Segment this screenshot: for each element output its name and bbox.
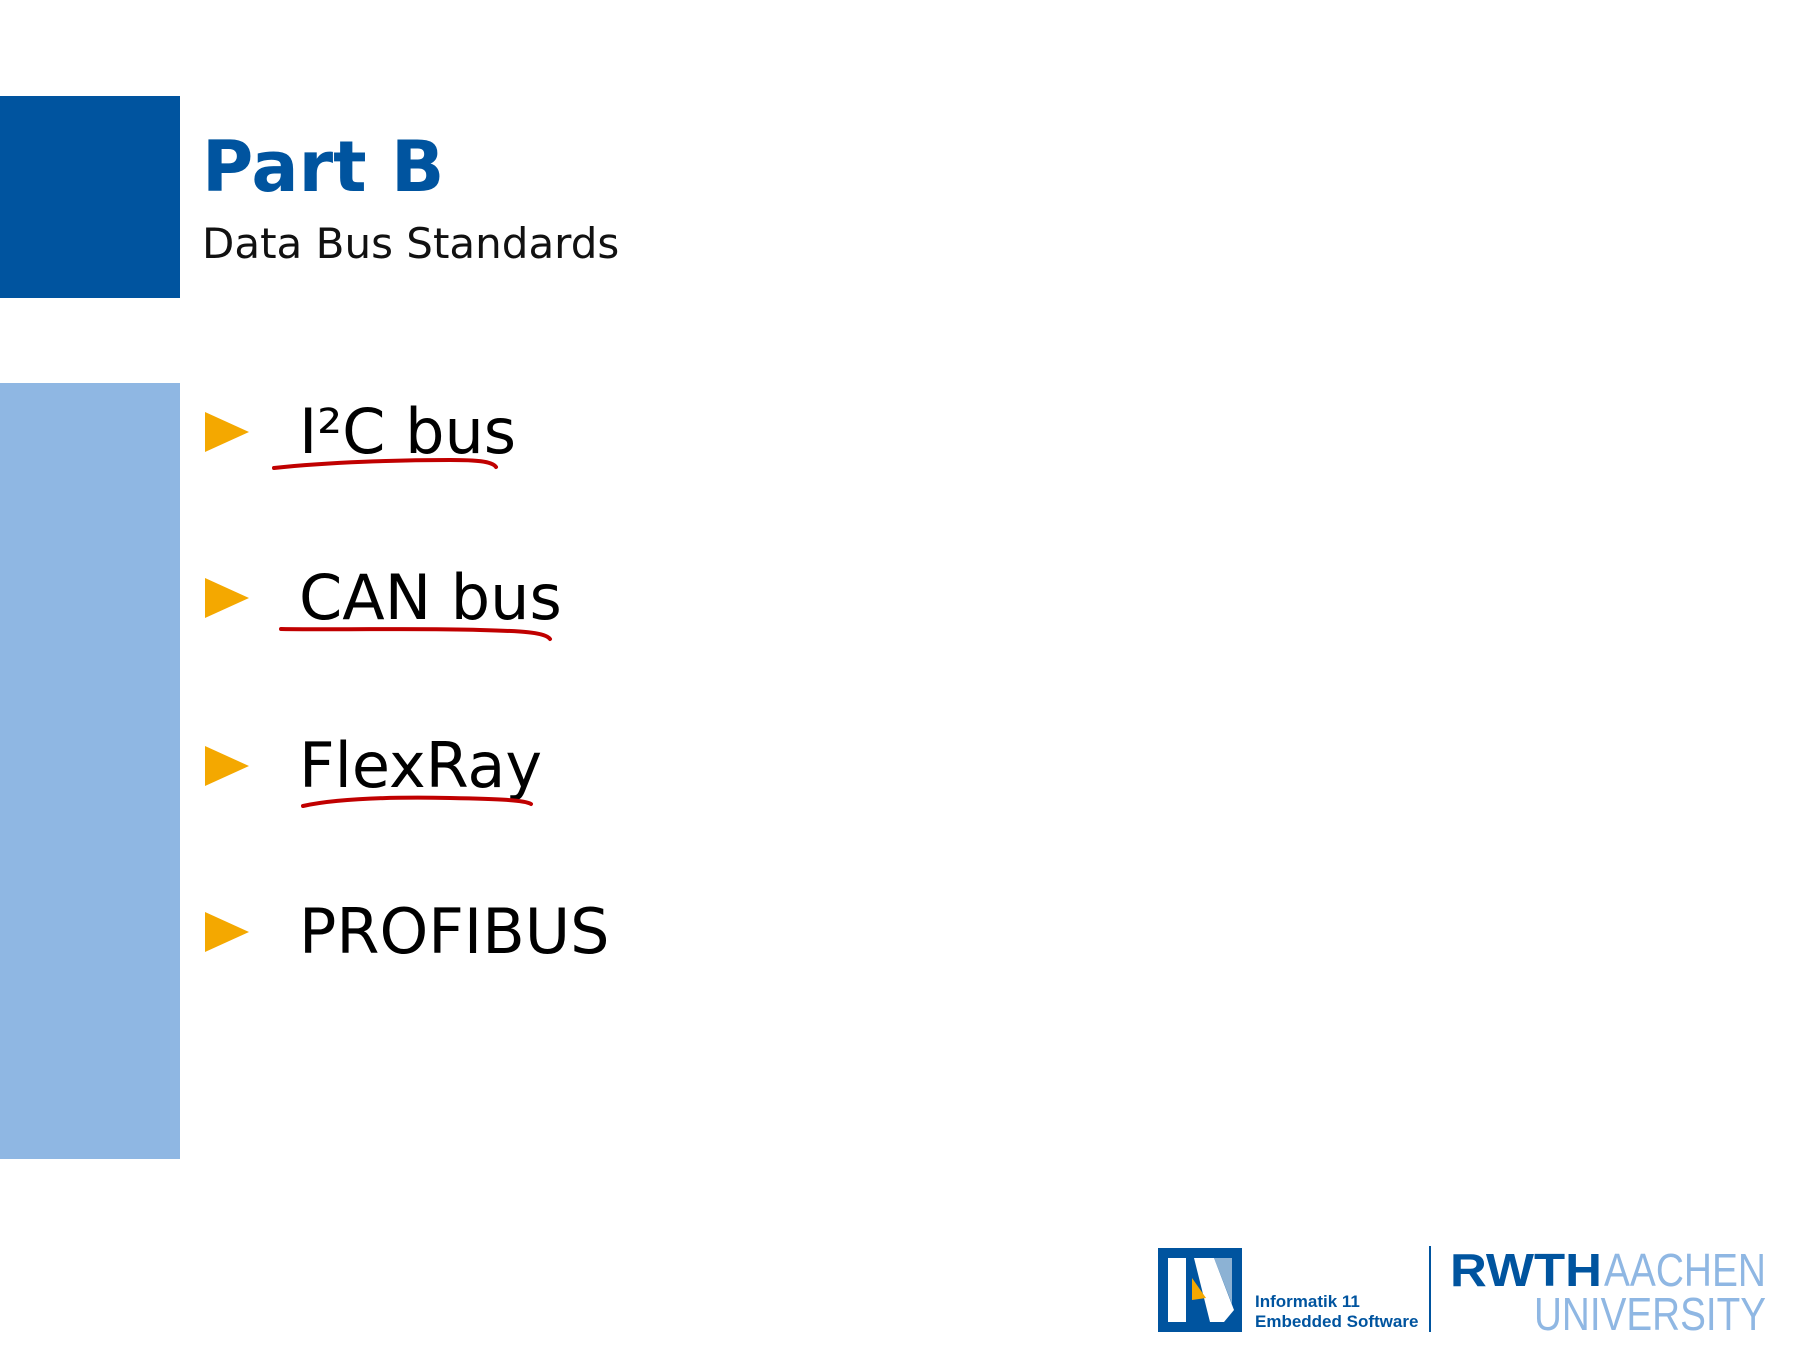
title-accent-block: [0, 96, 180, 298]
footer-logos: Informatik 11 Embedded Software RWTH AAC…: [1158, 1246, 1768, 1336]
institute-line-2: Embedded Software: [1255, 1312, 1419, 1331]
bullet-item: FlexRay: [205, 726, 542, 806]
bullet-item: PROFIBUS: [205, 892, 609, 972]
rwth-aachen-logo: RWTH AACHEN UNIVERSITY: [1450, 1248, 1766, 1332]
content-accent-block: [0, 383, 180, 1159]
bullet-label: FlexRay: [299, 729, 543, 802]
bullet-item: I²C bus: [205, 392, 516, 472]
slide-subtitle: Data Bus Standards: [202, 219, 620, 268]
institute-name: Informatik 11 Embedded Software: [1255, 1292, 1418, 1332]
logo-divider: [1429, 1246, 1431, 1332]
slide-title: Part B: [202, 126, 445, 208]
rwth-wordmark: RWTH: [1450, 1248, 1602, 1296]
aachen-wordmark: AACHEN: [1604, 1248, 1766, 1296]
triangle-right-icon: [205, 412, 249, 452]
triangle-right-icon: [205, 912, 249, 952]
university-wordmark: UNIVERSITY: [1534, 1288, 1766, 1332]
informatik-11-logo: [1158, 1248, 1242, 1332]
bullet-label: CAN bus: [299, 561, 562, 634]
institute-line-1: Informatik 11: [1255, 1292, 1360, 1311]
triangle-right-icon: [205, 746, 249, 786]
bullet-item: CAN bus: [205, 558, 562, 638]
bullet-label: I²C bus: [299, 395, 517, 468]
bullet-label: PROFIBUS: [299, 895, 610, 968]
triangle-right-icon: [205, 578, 249, 618]
